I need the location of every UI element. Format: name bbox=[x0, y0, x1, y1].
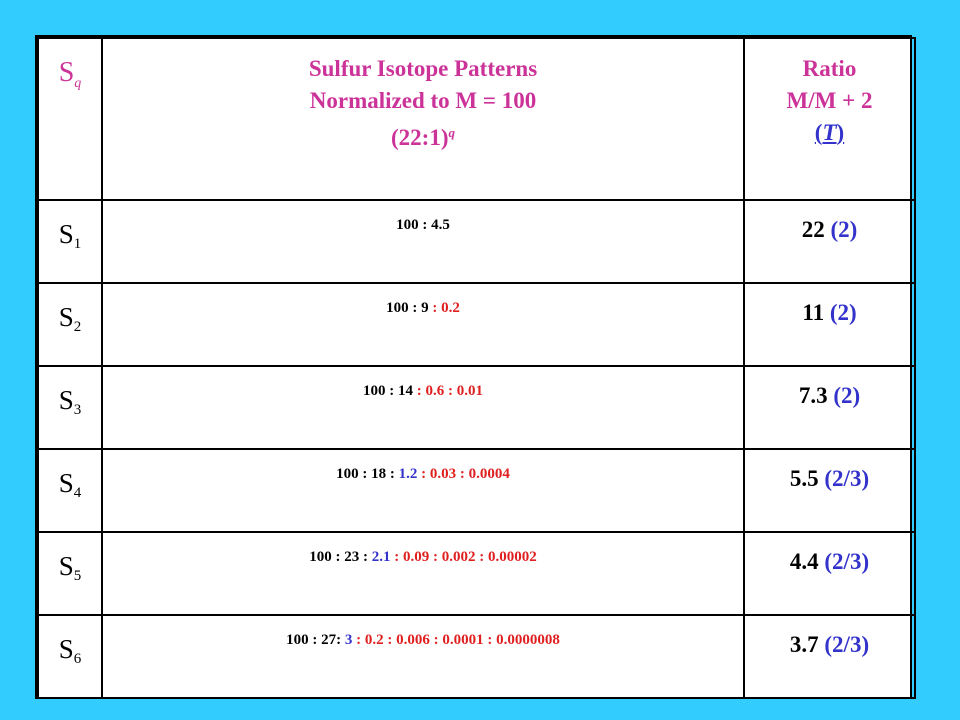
row-pattern: 100 : 14 : 0.6 : 0.01 bbox=[101, 365, 745, 450]
row-ratio: 22 (2) bbox=[743, 199, 916, 284]
table-row: S1 100 : 4.5 22 (2) bbox=[37, 199, 916, 284]
header-patterns-line1: Sulfur Isotope Patterns bbox=[308, 56, 538, 81]
isotope-table: Sq Sulfur Isotope Patterns Normalized to… bbox=[37, 37, 916, 699]
row-pattern: 100 : 23 : 2.1 : 0.09 : 0.002 : 0.00002 bbox=[101, 531, 745, 616]
row-label: S2 bbox=[37, 282, 103, 367]
header-ratio: Ratio M/M + 2 (T) bbox=[743, 37, 916, 201]
row-label: S3 bbox=[37, 365, 103, 450]
row-label: S4 bbox=[37, 448, 103, 533]
header-ratio-line3: (T) bbox=[814, 120, 845, 145]
row-pattern: 100 : 4.5 bbox=[101, 199, 745, 284]
row-pattern: 100 : 9 : 0.2 bbox=[101, 282, 745, 367]
header-patterns-line3: (22:1)q bbox=[391, 125, 455, 150]
header-patterns-line2: Normalized to M = 100 bbox=[309, 88, 537, 113]
table-row: S2 100 : 9 : 0.2 11 (2) bbox=[37, 282, 916, 367]
row-pattern: 100 : 18 : 1.2 : 0.03 : 0.0004 bbox=[101, 448, 745, 533]
row-ratio: 11 (2) bbox=[743, 282, 916, 367]
table-row: S4 100 : 18 : 1.2 : 0.03 : 0.0004 5.5 (2/3… bbox=[37, 448, 916, 533]
row-ratio: 5.5 (2/3) bbox=[743, 448, 916, 533]
row-ratio: 3.7 (2/3) bbox=[743, 614, 916, 699]
table-row: S6 100 : 27: 3 : 0.2 : 0.006 : 0.0001 : 0… bbox=[37, 614, 916, 699]
row-label: S6 bbox=[37, 614, 103, 699]
slide-panel: Sq Sulfur Isotope Patterns Normalized to… bbox=[35, 35, 916, 699]
row-pattern: 100 : 27: 3 : 0.2 : 0.006 : 0.0001 : 0.0… bbox=[101, 614, 745, 699]
header-ratio-line2: M/M + 2 bbox=[786, 88, 873, 113]
row-ratio: 7.3 (2) bbox=[743, 365, 916, 450]
table-row: S3 100 : 14 : 0.6 : 0.01 7.3 (2) bbox=[37, 365, 916, 450]
header-sq: Sq bbox=[37, 37, 103, 201]
header-ratio-line1: Ratio bbox=[802, 56, 857, 81]
row-ratio: 4.4 (2/3) bbox=[743, 531, 916, 616]
header-patterns: Sulfur Isotope Patterns Normalized to M … bbox=[101, 37, 745, 201]
row-label: S1 bbox=[37, 199, 103, 284]
table-row: S5 100 : 23 : 2.1 : 0.09 : 0.002 : 0.0000… bbox=[37, 531, 916, 616]
header-sq-symbol: S bbox=[58, 57, 75, 88]
row-label: S5 bbox=[37, 531, 103, 616]
table-header-row: Sq Sulfur Isotope Patterns Normalized to… bbox=[37, 37, 916, 201]
header-sq-subscript: q bbox=[74, 76, 82, 91]
